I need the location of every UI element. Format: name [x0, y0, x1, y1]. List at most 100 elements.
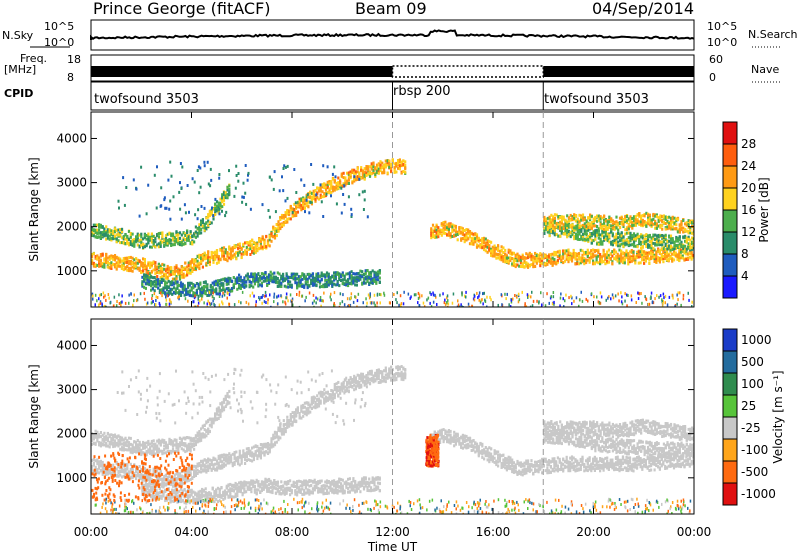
power-cell-band-1 — [340, 172, 343, 176]
power-cell-scatter — [199, 166, 202, 170]
power-cell-scatter — [284, 199, 287, 203]
power-cell-scatter — [167, 178, 170, 182]
power-cell-band-1 — [286, 212, 289, 216]
power-cell-band-5 — [647, 245, 650, 249]
power-cell-band-4 — [607, 248, 610, 252]
power-cell-band-1 — [310, 198, 313, 202]
power-cell-band-4 — [465, 228, 468, 231]
velocity-cell-band-1 — [94, 465, 97, 469]
power-cell-band-4 — [570, 252, 574, 256]
power-cell-near-range — [400, 302, 403, 306]
power-cell-band-6 — [620, 220, 623, 224]
power-cell-band-1 — [217, 257, 220, 261]
power-cell-near-range — [688, 298, 690, 302]
power-cell-band-4 — [599, 253, 602, 256]
power-cell-band-4 — [495, 252, 498, 256]
power-cell-band-6 — [571, 225, 574, 229]
power-cell-band-4 — [657, 248, 660, 252]
power-cell-band-6 — [587, 222, 590, 226]
power-cell-band-6 — [567, 223, 571, 227]
power-cell-band-3 — [252, 285, 255, 289]
power-cell-near-range — [581, 299, 584, 303]
power-cell-near-range — [177, 296, 179, 300]
power-cell-band-3 — [331, 275, 334, 279]
power-cell-band-6 — [597, 227, 600, 231]
power-cell-near-range — [233, 303, 236, 307]
power-cell-near-range — [379, 292, 381, 296]
power-cell-band-4 — [505, 260, 508, 264]
power-cell-band-2 — [126, 235, 129, 239]
power-cell-band-6 — [550, 223, 553, 227]
power-cell-band-3 — [334, 276, 337, 280]
power-cell-near-range — [500, 293, 503, 297]
power-cell-band-1 — [133, 265, 136, 269]
power-cell-band-5 — [654, 242, 657, 246]
power-cell-band-4 — [595, 256, 598, 260]
power-cell-band-1 — [270, 234, 273, 238]
power-cell-near-range — [356, 299, 359, 303]
power-cell-band-1 — [126, 258, 129, 262]
power-cell-band-3 — [160, 289, 163, 293]
power-cell-band-2 — [226, 192, 229, 196]
power-cell-band-5 — [634, 234, 637, 238]
power-cell-band-6 — [622, 225, 625, 228]
power-cell-band-3 — [315, 283, 318, 287]
power-cell-band-2 — [215, 209, 219, 213]
power-cell-band-5 — [671, 237, 674, 241]
power-cell-band-6 — [684, 228, 687, 232]
power-cell-band-4 — [523, 265, 526, 269]
power-cell-band-3 — [375, 278, 378, 282]
power-cell-band-4 — [475, 233, 479, 237]
power-cell-band-5 — [689, 248, 692, 252]
power-cell-band-6 — [569, 224, 572, 228]
power-cell-band-1 — [201, 258, 204, 262]
power-cell-band-6 — [673, 221, 676, 225]
power-cell-band-4 — [523, 256, 526, 260]
power-cell-band-5 — [668, 235, 671, 239]
power-cell-band-1 — [316, 195, 319, 199]
power-cell-band-1 — [282, 223, 285, 227]
power-cell-band-3 — [352, 272, 355, 276]
power-cell-band-4 — [502, 255, 505, 258]
power-cell-band-4 — [687, 256, 690, 260]
power-cell-band-3 — [327, 272, 330, 276]
power-cell-band-2 — [173, 239, 176, 243]
power-cell-band-1 — [293, 208, 296, 212]
power-cell-band-3 — [201, 291, 204, 295]
power-cell-band-5 — [692, 246, 694, 250]
power-cell-band-1 — [319, 196, 322, 199]
power-cell-band-4 — [569, 257, 572, 261]
power-cell-band-4 — [590, 249, 593, 253]
power-cell-band-4 — [579, 261, 582, 265]
power-cell-near-range — [512, 297, 514, 301]
power-cell-band-1 — [106, 265, 109, 269]
power-cell-band-6 — [552, 224, 555, 228]
power-cell-band-1 — [120, 263, 124, 267]
power-cell-near-range — [505, 297, 507, 301]
power-cell-band-3 — [301, 283, 304, 287]
power-cell-band-4 — [579, 248, 582, 252]
power-cell-near-range — [393, 293, 395, 296]
power-cell-band-3 — [271, 278, 274, 281]
power-cell-scatter — [362, 208, 365, 211]
power-cell-near-range — [206, 305, 209, 307]
power-cell-band-5 — [606, 239, 609, 243]
power-cell-band-5 — [569, 230, 572, 234]
power-cell-band-6 — [573, 216, 576, 220]
power-cell-band-2 — [182, 231, 185, 235]
power-cell-band-6 — [647, 213, 650, 217]
power-cell-band-3 — [283, 284, 286, 288]
power-cell-band-1 — [108, 257, 111, 261]
power-cell-near-range — [154, 303, 156, 307]
power-cell-band-6 — [546, 226, 549, 230]
power-cell-band-5 — [666, 244, 669, 248]
power-cell-band-3 — [276, 281, 279, 285]
power-cell-band-4 — [475, 245, 479, 249]
power-cell-band-4 — [437, 226, 440, 230]
power-cell-band-1 — [201, 265, 204, 269]
power-cell-band-2 — [140, 232, 143, 236]
power-cell-band-5 — [545, 225, 548, 229]
power-cell-band-3 — [146, 274, 149, 278]
power-cell-band-6 — [650, 223, 653, 227]
power-cell-band-3 — [359, 274, 362, 278]
